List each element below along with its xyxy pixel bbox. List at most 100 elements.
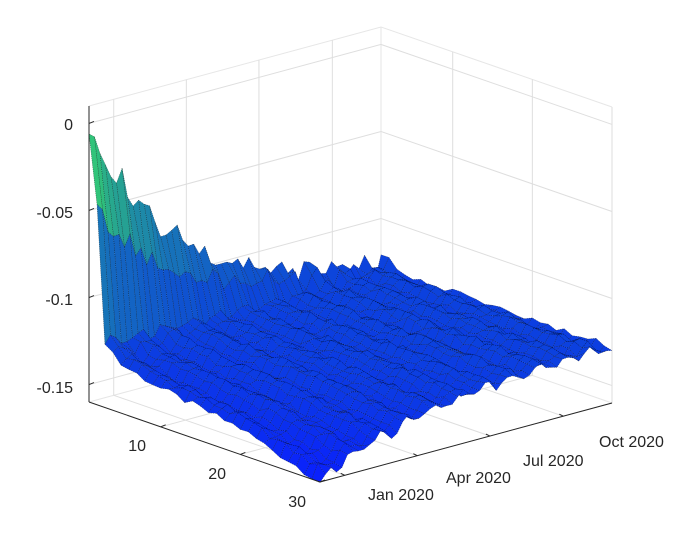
surface-patch-20-5 [275,407,290,420]
surface-patch-7-39 [359,296,374,310]
surface-patch-10-4 [190,375,205,389]
surface-patch-21-13 [327,399,342,406]
surface-patch-18-5 [259,398,274,411]
surface-patch-2-22 [225,316,241,322]
surface-patch-23-23 [398,380,413,394]
surface-patch-9-29 [320,321,335,332]
surface-patch-9-35 [353,310,368,319]
surface-patch-24-25 [417,373,432,384]
surface-patch-13-0 [192,396,207,407]
surface-patch-8-34 [339,306,354,317]
surface-patch-7-45 [392,290,407,298]
z-tick-label-1: -0.05 [37,205,74,222]
surface-patch-2-6 [137,329,152,342]
surface-patch-0-23 [215,263,230,290]
surface-patch-4-35 [313,295,328,306]
surface-patch-10-16 [256,350,271,358]
surface-patch-11-1 [181,385,197,392]
z-tick-label-0: 0 [64,117,73,134]
surface-patch-24-3 [296,441,311,455]
surface-patch-0-10 [143,203,158,268]
z-tick-label-3: -0.15 [37,380,74,397]
surface-patch-11-25 [314,335,328,343]
surface-patch-28-2 [323,464,337,473]
surface-patch-19-49 [510,316,524,323]
surface-patch-28-6 [344,442,360,452]
surface-patch-23-48 [536,332,551,344]
surface-patch-26-44 [538,344,553,352]
surface-patch-19-19 [344,373,359,384]
surface-patch-28-28 [465,387,481,395]
surface-patch-28-1 [317,463,332,475]
surface-patch-20-24 [380,366,395,377]
surface-patch-9-49 [430,286,445,298]
surface-patch-0-34 [276,261,291,282]
surface-patch-16-9 [265,383,280,401]
surface-patch-11-43 [413,303,428,317]
surface-patch-25-48 [552,334,567,348]
surface-patch-28-37 [515,370,530,380]
surface-patch-7-15 [227,339,242,351]
surface-patch-11-6 [209,372,224,383]
surface-patch-2-5 [132,332,147,343]
surface-patch-0-4 [110,176,125,248]
surface-patch-8-1 [157,375,173,381]
date-tick-0 [340,472,345,476]
surface-patch-25-9 [337,419,352,436]
surface-patch-28-31 [482,376,497,391]
surface-patch-1-5 [124,233,139,339]
surface-patch-17-24 [356,351,371,365]
surface-patch-0-1 [94,136,109,232]
surface-patch-25-43 [524,346,539,357]
date-tick-label-1: Apr 2020 [446,470,511,487]
surface-patch-3-0 [112,346,127,366]
surface-patch-19-43 [476,330,492,339]
surface-patch-28-27 [460,393,475,397]
surface-patch-28-15 [394,413,409,423]
surface-patch-28-14 [388,416,403,434]
surface-patch-12-10 [239,364,254,374]
surface-patch-24-0 [279,442,294,462]
surface-patch-1-20 [207,268,221,316]
surface-patch-16-43 [453,318,468,329]
surface-patch-28-39 [526,358,541,369]
surface-patch-14-1 [205,397,220,406]
surface-patch-13-14 [269,364,284,379]
surface-patch-21-19 [360,378,375,388]
surface-patch-21-8 [299,416,315,421]
surface-patch-17-48 [488,315,503,326]
surface-patch-25-7 [326,429,341,443]
surface-patch-28-48 [576,346,591,358]
surface-patch-10-24 [300,332,315,345]
surface-patch-28-19 [416,400,431,414]
surface-patch-1-23 [223,282,238,318]
surface-patch-23-29 [431,361,446,375]
surface-patch-3-28 [266,305,281,320]
surface-patch-13-39 [407,313,422,322]
surface-patch-12-15 [266,356,282,366]
surface-patch-22-2 [274,434,290,445]
surface-patch-7-0 [144,371,159,386]
surface-patch-18-38 [441,334,456,349]
surface-patch-18-34 [419,335,434,345]
surface-patch-24-44 [522,340,537,347]
z-tick-3 [88,382,95,386]
surface-patch-9-34 [347,310,362,322]
surface-patch-5-50 [404,279,418,286]
date-tick-1 [413,453,418,457]
grid-z-1 [88,130,613,212]
surface-patch-1-18 [195,280,210,328]
date-tick-label-2: Jul 2020 [523,453,584,470]
tick-marks [88,120,564,483]
surface-patch-20-38 [457,344,472,355]
surface-patch-11-14 [253,356,268,373]
date-tick-3 [559,413,564,417]
surface-patch-15-14 [285,366,300,383]
surface-patch-28-5 [339,442,354,455]
z-tick-label-2: -0.1 [45,292,73,309]
surface-patch-23-34 [459,354,474,365]
surface-patch-8-33 [334,313,349,327]
surface-patch-5-25 [266,318,281,324]
surface-patch-3-48 [376,275,392,287]
surface-patch-20-1 [253,422,268,430]
